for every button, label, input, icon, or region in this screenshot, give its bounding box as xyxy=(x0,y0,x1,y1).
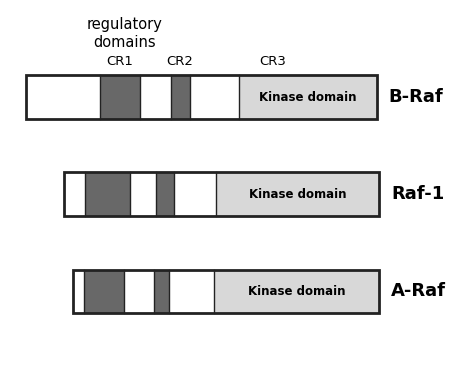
Text: CR1: CR1 xyxy=(106,54,133,68)
Text: regulatory
domains: regulatory domains xyxy=(86,17,162,50)
Text: A-Raf: A-Raf xyxy=(391,282,446,301)
Bar xyxy=(85,172,130,216)
Text: CR2: CR2 xyxy=(167,54,193,68)
Bar xyxy=(171,75,190,119)
Text: B-Raf: B-Raf xyxy=(389,88,444,106)
Bar xyxy=(169,270,214,313)
Text: CR3: CR3 xyxy=(259,54,286,68)
Bar xyxy=(124,270,154,313)
Bar xyxy=(156,172,174,216)
Text: Kinase domain: Kinase domain xyxy=(248,285,346,298)
Text: Raf-1: Raf-1 xyxy=(391,185,444,203)
Bar xyxy=(140,75,171,119)
Text: Kinase domain: Kinase domain xyxy=(249,188,346,201)
Bar xyxy=(26,75,377,119)
Bar xyxy=(216,172,379,216)
Bar xyxy=(190,75,239,119)
Bar xyxy=(64,172,379,216)
Bar xyxy=(239,75,377,119)
Bar xyxy=(154,270,169,313)
Text: Kinase domain: Kinase domain xyxy=(259,91,357,104)
Bar xyxy=(64,172,85,216)
Bar xyxy=(174,172,216,216)
Bar xyxy=(84,270,124,313)
Bar xyxy=(73,270,379,313)
Bar xyxy=(100,75,140,119)
Bar xyxy=(130,172,156,216)
Bar xyxy=(26,75,100,119)
Bar xyxy=(214,270,379,313)
Bar xyxy=(73,270,84,313)
